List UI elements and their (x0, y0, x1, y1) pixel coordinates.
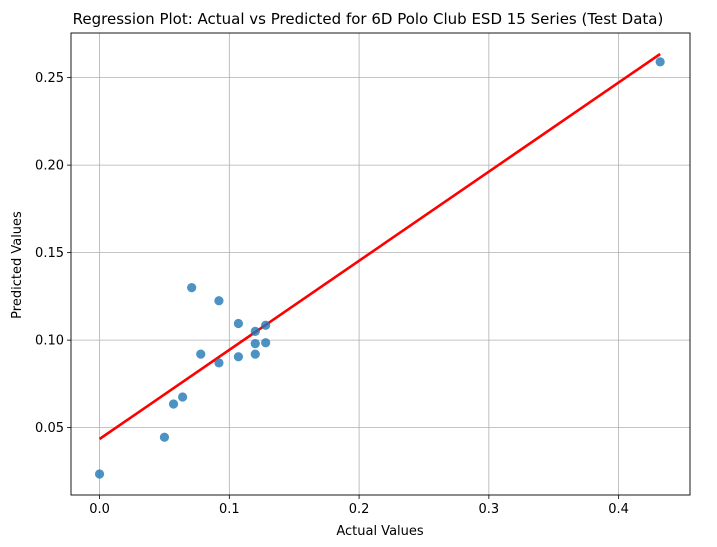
y-axis-ticks: 0.05 0.10 0.15 0.20 0.25 (35, 71, 71, 436)
x-tick-label: 0.4 (608, 502, 629, 517)
data-point (196, 349, 206, 359)
data-point (250, 339, 260, 349)
data-point (214, 296, 224, 306)
regression-line-group (98, 52, 661, 441)
data-point (261, 320, 271, 330)
x-tick-label: 0.2 (349, 502, 370, 517)
data-point (214, 358, 224, 368)
data-point (187, 283, 197, 293)
x-tick-label: 0.1 (219, 502, 240, 517)
y-axis-label: Predicted Values (10, 211, 25, 319)
data-point (94, 469, 105, 479)
x-tick-label: 0.3 (479, 502, 500, 517)
data-point (261, 338, 271, 348)
y-tick-label: 0.05 (35, 421, 64, 436)
data-point (168, 399, 179, 409)
data-point (233, 318, 244, 329)
y-tick-label: 0.10 (35, 334, 64, 349)
scatter-points (94, 57, 665, 479)
data-point (233, 352, 244, 362)
chart-title: Regression Plot: Actual vs Predicted for… (73, 10, 664, 28)
y-tick-label: 0.15 (35, 246, 64, 261)
data-point (250, 326, 260, 336)
data-point (655, 57, 665, 67)
regression-line (98, 52, 661, 441)
data-point (178, 392, 188, 402)
plot-frame (70, 32, 691, 496)
data-point (250, 349, 260, 359)
grid (71, 33, 690, 495)
y-tick-label: 0.25 (35, 71, 64, 86)
x-axis-label: Actual Values (336, 524, 424, 539)
x-tick-label: 0.0 (89, 502, 110, 517)
x-axis-ticks: 0.0 0.1 0.2 0.3 0.4 (89, 495, 629, 517)
data-point (159, 432, 170, 442)
y-tick-label: 0.20 (35, 159, 64, 174)
